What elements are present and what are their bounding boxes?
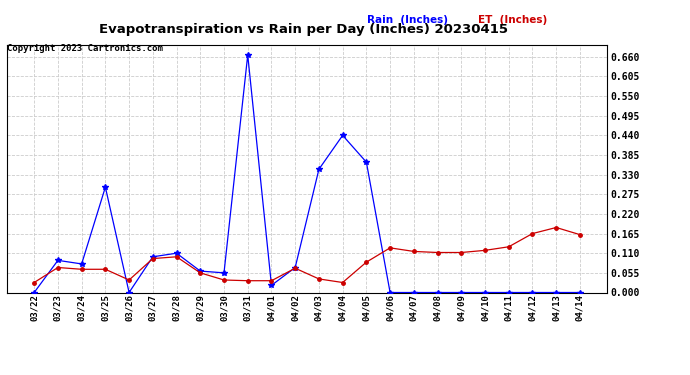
Text: Evapotranspiration vs Rain per Day (Inches) 20230415: Evapotranspiration vs Rain per Day (Inch… — [99, 22, 508, 36]
Text: Rain  (Inches): Rain (Inches) — [367, 15, 448, 25]
Text: Copyright 2023 Cartronics.com: Copyright 2023 Cartronics.com — [7, 44, 163, 52]
Text: ET  (Inches): ET (Inches) — [478, 15, 547, 25]
